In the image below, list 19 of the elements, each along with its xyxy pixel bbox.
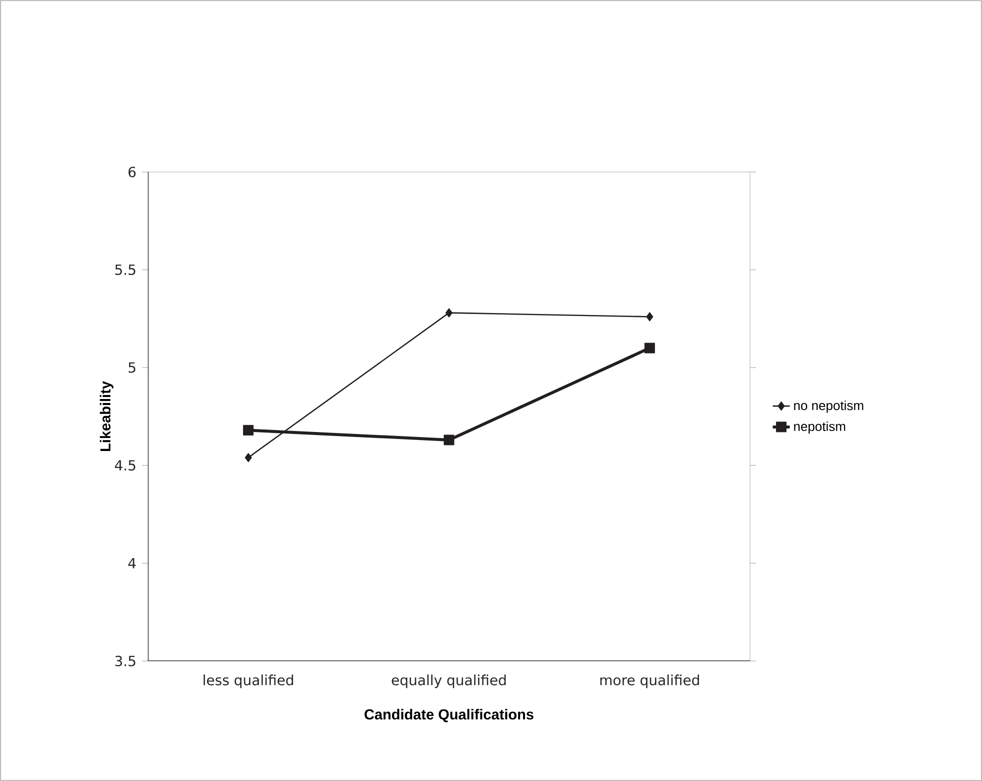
y-tick-label: 4 [128, 558, 136, 568]
x-axis-title: Candidate Qualifications [364, 708, 534, 722]
x-tick-label: equally qualified [392, 674, 506, 688]
point [644, 342, 655, 354]
point [646, 312, 654, 322]
x-tick-label: more qualified [600, 674, 699, 688]
y-tick-label: 5.5 [115, 264, 136, 275]
legend-label: no nepotism [794, 400, 864, 413]
y-tick-label: 3.5 [115, 656, 136, 666]
point [445, 308, 453, 318]
y-tick-label: 5 [128, 362, 136, 373]
y-tick-label: 6 [128, 166, 136, 178]
y-axis-title: Likeability [100, 381, 114, 451]
legend-label: nepotism [794, 421, 846, 434]
point [444, 434, 454, 446]
x-tick-label: less qualified [204, 674, 294, 688]
point [243, 424, 254, 436]
y-tick-label: 4.5 [114, 460, 136, 471]
point [244, 452, 252, 462]
